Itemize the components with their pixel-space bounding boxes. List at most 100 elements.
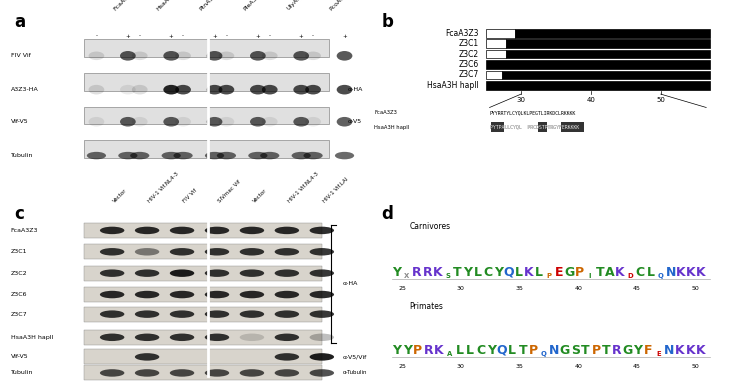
- Ellipse shape: [306, 85, 321, 95]
- Ellipse shape: [205, 152, 224, 159]
- Text: Z3C1: Z3C1: [459, 39, 479, 48]
- Text: L: L: [466, 344, 474, 357]
- Ellipse shape: [175, 52, 191, 60]
- Ellipse shape: [88, 117, 105, 127]
- FancyBboxPatch shape: [84, 244, 322, 259]
- Text: c: c: [15, 205, 24, 223]
- Text: 45: 45: [633, 364, 641, 369]
- Text: HsaA3H: HsaA3H: [156, 0, 177, 11]
- Text: X: X: [404, 273, 409, 279]
- Text: Y: Y: [463, 266, 472, 279]
- Ellipse shape: [132, 85, 148, 95]
- Text: +: +: [126, 34, 130, 39]
- Text: E: E: [656, 351, 662, 357]
- Text: 40: 40: [575, 364, 583, 369]
- Text: R: R: [423, 266, 432, 279]
- Ellipse shape: [262, 85, 278, 95]
- Text: 25: 25: [398, 286, 406, 291]
- Text: -: -: [139, 34, 141, 39]
- Text: Carnivores: Carnivores: [409, 222, 450, 230]
- Ellipse shape: [219, 52, 234, 60]
- Text: -: -: [269, 34, 270, 39]
- Text: 25: 25: [398, 364, 406, 369]
- Ellipse shape: [205, 269, 230, 277]
- Ellipse shape: [275, 310, 299, 318]
- Text: Q: Q: [541, 351, 547, 357]
- Ellipse shape: [303, 152, 322, 159]
- Ellipse shape: [135, 334, 159, 341]
- Ellipse shape: [120, 85, 136, 95]
- Text: K: K: [434, 344, 444, 357]
- Text: HsaA3H hapII: HsaA3H hapII: [11, 335, 53, 340]
- Text: Tubulin: Tubulin: [11, 153, 33, 158]
- Ellipse shape: [170, 369, 194, 377]
- Text: K: K: [686, 344, 695, 357]
- Text: N: N: [664, 344, 675, 357]
- Text: FcaA3Z3: FcaA3Z3: [374, 110, 397, 115]
- Ellipse shape: [100, 269, 124, 277]
- Text: P: P: [547, 273, 551, 279]
- Text: G: G: [623, 344, 633, 357]
- Text: Z3C1: Z3C1: [11, 249, 27, 254]
- Text: HIV-1 Vif.NL4-3: HIV-1 Vif.NL4-3: [287, 171, 319, 204]
- Ellipse shape: [205, 334, 230, 341]
- FancyBboxPatch shape: [84, 141, 329, 158]
- Ellipse shape: [250, 51, 266, 61]
- Text: C: C: [483, 266, 493, 279]
- Text: +: +: [256, 34, 260, 39]
- Ellipse shape: [170, 227, 194, 234]
- Text: P: P: [529, 344, 538, 357]
- Text: α-HA: α-HA: [343, 281, 358, 286]
- Text: C: C: [477, 344, 485, 357]
- Text: N: N: [549, 344, 559, 357]
- FancyBboxPatch shape: [84, 266, 322, 281]
- Ellipse shape: [163, 51, 179, 61]
- Ellipse shape: [207, 85, 222, 95]
- Ellipse shape: [310, 291, 334, 298]
- Ellipse shape: [135, 291, 159, 298]
- Text: F: F: [644, 344, 653, 357]
- Text: 50: 50: [656, 97, 665, 103]
- Ellipse shape: [100, 227, 124, 234]
- Text: 30: 30: [457, 364, 465, 369]
- Text: R: R: [423, 344, 433, 357]
- Text: Vector: Vector: [252, 188, 268, 204]
- Text: -: -: [182, 34, 184, 39]
- Text: R: R: [613, 344, 622, 357]
- Text: T: T: [602, 344, 611, 357]
- Ellipse shape: [240, 227, 264, 234]
- Ellipse shape: [240, 269, 264, 277]
- Text: L: L: [646, 266, 654, 279]
- Text: Y: Y: [393, 344, 401, 357]
- Text: A3Z3-HA: A3Z3-HA: [11, 87, 39, 92]
- Text: A: A: [605, 266, 615, 279]
- FancyBboxPatch shape: [486, 81, 710, 90]
- Text: K: K: [676, 266, 686, 279]
- Ellipse shape: [170, 269, 194, 277]
- Text: α-V5/Vif: α-V5/Vif: [343, 354, 367, 359]
- FancyBboxPatch shape: [486, 71, 501, 79]
- Text: T: T: [595, 266, 604, 279]
- Text: 45: 45: [633, 286, 641, 291]
- Ellipse shape: [205, 291, 230, 298]
- Ellipse shape: [275, 269, 299, 277]
- Text: -: -: [312, 34, 314, 39]
- Ellipse shape: [219, 85, 234, 95]
- Text: K: K: [686, 266, 696, 279]
- Ellipse shape: [249, 152, 268, 159]
- Ellipse shape: [275, 227, 299, 234]
- FancyBboxPatch shape: [84, 223, 322, 238]
- Ellipse shape: [262, 117, 278, 127]
- Ellipse shape: [337, 51, 352, 61]
- Text: PYTPALLCYQL  PRCDSTPTRGYFERKKKK: PYTPALLCYQL PRCDSTPTRGYFERKKKK: [490, 125, 579, 130]
- Text: I: I: [588, 273, 591, 279]
- Text: 30: 30: [517, 97, 526, 103]
- Ellipse shape: [310, 353, 334, 361]
- Ellipse shape: [310, 369, 334, 377]
- Ellipse shape: [170, 310, 194, 318]
- FancyBboxPatch shape: [84, 287, 322, 302]
- Ellipse shape: [207, 51, 222, 61]
- FancyBboxPatch shape: [84, 366, 322, 381]
- Text: FcaA3Z3: FcaA3Z3: [112, 0, 135, 11]
- Ellipse shape: [88, 85, 105, 95]
